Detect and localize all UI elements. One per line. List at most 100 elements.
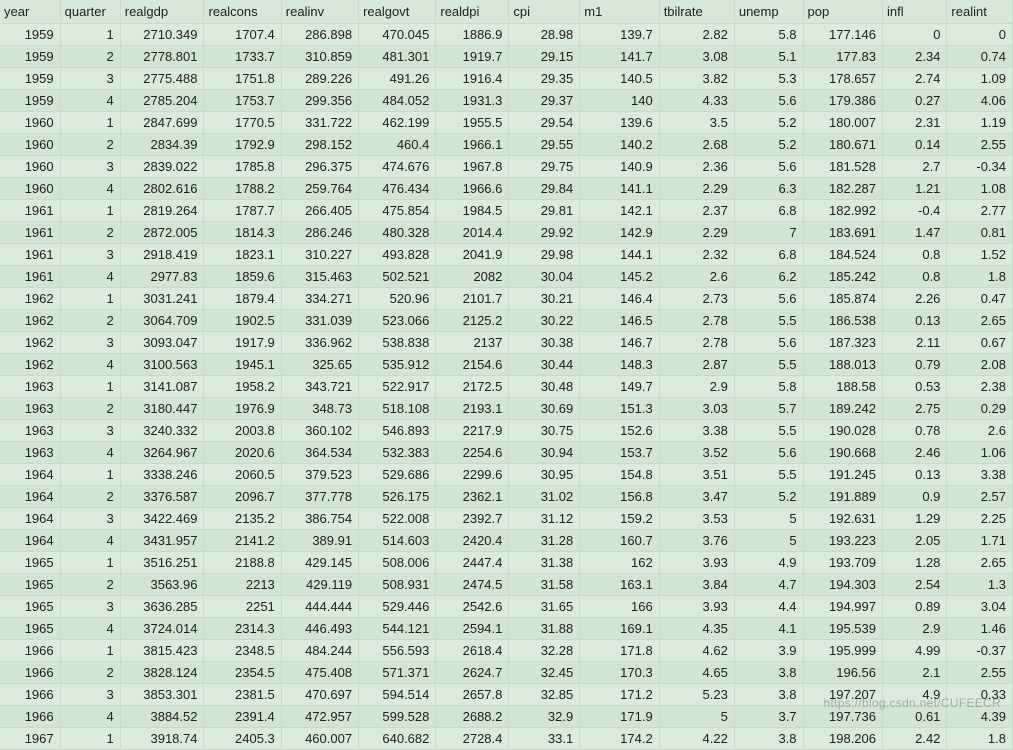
cell-pop: 178.657 [803,68,882,90]
cell-m1: 141.1 [580,178,659,200]
col-header-realdpi: realdpi [436,0,509,24]
cell-realinv: 360.102 [281,420,358,442]
cell-realinv: 484.244 [281,640,358,662]
cell-realint: 2.65 [947,310,1013,332]
cell-realgdp: 3853.301 [120,684,204,706]
cell-realint: 1.8 [947,266,1013,288]
cell-m1: 169.1 [580,618,659,640]
cell-unemp: 5.6 [734,442,803,464]
cell-realgovt: 508.931 [359,574,436,596]
cell-infl: 0.13 [883,464,947,486]
cell-unemp: 3.9 [734,640,803,662]
cell-cpi: 28.98 [509,24,580,46]
cell-realgdp: 2710.349 [120,24,204,46]
cell-m1: 171.8 [580,640,659,662]
cell-realgovt: 544.121 [359,618,436,640]
cell-quarter: 3 [60,508,120,530]
col-header-unemp: unemp [734,0,803,24]
cell-unemp: 6.8 [734,244,803,266]
cell-year: 1960 [0,134,60,156]
cell-realdpi: 1984.5 [436,200,509,222]
cell-realgovt: 523.066 [359,310,436,332]
cell-realint: 0.81 [947,222,1013,244]
cell-cpi: 29.98 [509,244,580,266]
cell-realgovt: 546.893 [359,420,436,442]
table-row: 196132918.4191823.1310.227493.8282041.92… [0,244,1013,266]
cell-realgovt: 520.96 [359,288,436,310]
cell-tbilrate: 3.84 [659,574,734,596]
cell-quarter: 4 [60,354,120,376]
cell-year: 1964 [0,486,60,508]
cell-quarter: 1 [60,112,120,134]
cell-pop: 193.223 [803,530,882,552]
cell-realinv: 429.145 [281,552,358,574]
table-row: 196713918.742405.3460.007640.6822728.433… [0,728,1013,750]
cell-realgovt: 514.603 [359,530,436,552]
cell-realint: -0.34 [947,156,1013,178]
cell-realcons: 2096.7 [204,486,281,508]
cell-realgovt: 460.4 [359,134,436,156]
cell-year: 1962 [0,288,60,310]
cell-realgdp: 3431.957 [120,530,204,552]
cell-pop: 182.287 [803,178,882,200]
cell-tbilrate: 4.62 [659,640,734,662]
cell-realgovt: 518.108 [359,398,436,420]
cell-realgdp: 2872.005 [120,222,204,244]
table-row: 196012847.6991770.5331.722462.1991955.52… [0,112,1013,134]
cell-realint: 1.08 [947,178,1013,200]
cell-realdpi: 2624.7 [436,662,509,684]
cell-pop: 189.242 [803,398,882,420]
cell-realint: 0.67 [947,332,1013,354]
cell-m1: 152.6 [580,420,659,442]
col-header-realgovt: realgovt [359,0,436,24]
cell-realint: 2.08 [947,354,1013,376]
cell-infl: 0.8 [883,244,947,266]
table-row: 195922778.8011733.7310.859481.3011919.72… [0,46,1013,68]
cell-realcons: 2381.5 [204,684,281,706]
cell-pop: 197.736 [803,706,882,728]
cell-m1: 171.2 [580,684,659,706]
cell-pop: 185.242 [803,266,882,288]
cell-realcons: 2405.3 [204,728,281,750]
cell-realint: 1.09 [947,68,1013,90]
cell-realgdp: 3100.563 [120,354,204,376]
cell-unemp: 3.7 [734,706,803,728]
cell-unemp: 4.1 [734,618,803,640]
cell-pop: 177.146 [803,24,882,46]
table-row: 196433422.4692135.2386.754522.0082392.73… [0,508,1013,530]
cell-realgovt: 502.521 [359,266,436,288]
cell-realinv: 315.463 [281,266,358,288]
cell-quarter: 4 [60,618,120,640]
cell-infl: 1.29 [883,508,947,530]
cell-realinv: 331.039 [281,310,358,332]
cell-realgovt: 529.446 [359,596,436,618]
cell-tbilrate: 2.73 [659,288,734,310]
cell-m1: 151.3 [580,398,659,420]
cell-quarter: 2 [60,486,120,508]
cell-unemp: 5.1 [734,46,803,68]
cell-realgdp: 2847.699 [120,112,204,134]
col-header-pop: pop [803,0,882,24]
cell-tbilrate: 5 [659,706,734,728]
cell-tbilrate: 3.52 [659,442,734,464]
cell-tbilrate: 2.78 [659,310,734,332]
cell-cpi: 30.75 [509,420,580,442]
cell-realgovt: 599.528 [359,706,436,728]
cell-year: 1963 [0,398,60,420]
cell-quarter: 3 [60,244,120,266]
cell-quarter: 3 [60,332,120,354]
cell-cpi: 32.9 [509,706,580,728]
cell-realinv: 379.523 [281,464,358,486]
cell-m1: 146.7 [580,332,659,354]
cell-quarter: 3 [60,684,120,706]
cell-unemp: 5.2 [734,134,803,156]
col-header-m1: m1 [580,0,659,24]
cell-tbilrate: 2.68 [659,134,734,156]
cell-realint: 1.3 [947,574,1013,596]
cell-pop: 193.709 [803,552,882,574]
cell-year: 1963 [0,376,60,398]
cell-realgdp: 2839.022 [120,156,204,178]
cell-year: 1966 [0,706,60,728]
cell-year: 1967 [0,728,60,750]
cell-unemp: 5 [734,508,803,530]
